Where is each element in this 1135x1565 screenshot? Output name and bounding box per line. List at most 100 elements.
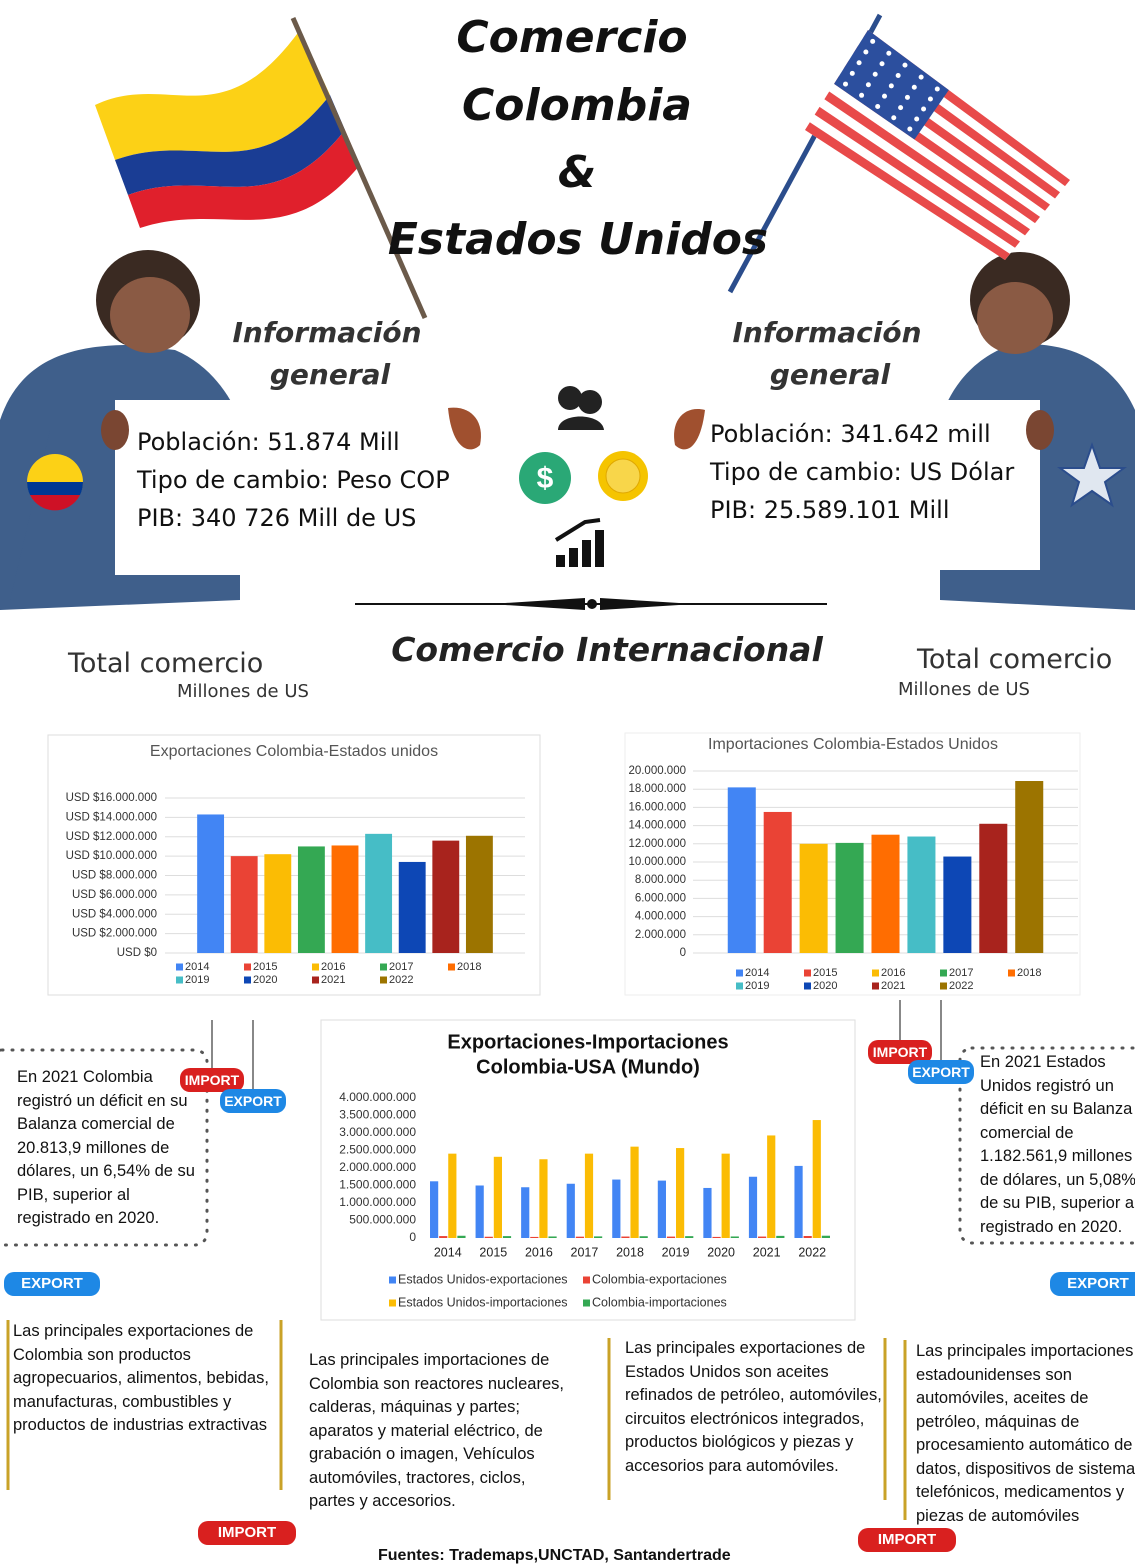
info-line: PIB: 340 726 Mill de US (137, 504, 416, 532)
bar (432, 841, 459, 953)
badge: IMPORT (198, 1521, 296, 1545)
flag-star (863, 50, 868, 55)
legend-swatch (448, 964, 455, 971)
flag-star (843, 82, 848, 87)
decoration (595, 530, 604, 567)
bar (813, 1120, 821, 1238)
bar (466, 836, 493, 953)
flag-star (902, 63, 907, 68)
bar (548, 1236, 556, 1238)
legend-label: 2022 (949, 980, 973, 992)
bar (399, 862, 426, 953)
flag-star (912, 85, 917, 90)
y-tick-label: USD $14.000.000 (66, 811, 157, 823)
description: Las principales importaciones de Colombi… (309, 1349, 565, 1514)
legend-swatch (872, 970, 879, 977)
decoration (556, 555, 565, 567)
title-line: Estados Unidos (328, 214, 828, 265)
section-title: Comercio Internacional (357, 630, 857, 669)
total-unit: Millones de US (177, 681, 309, 702)
legend-label: 2017 (949, 967, 973, 979)
decoration: $ (537, 462, 554, 495)
bar (503, 1236, 511, 1238)
badge: IMPORT (858, 1528, 956, 1552)
x-tick-label: 2021 (753, 1245, 781, 1259)
bar (630, 1147, 638, 1238)
info-line: Población: 51.874 Mill (137, 428, 400, 456)
info-heading: general (180, 358, 480, 391)
x-tick-label: 2020 (707, 1245, 735, 1259)
chart-title: Colombia-USA (Mundo) (476, 1056, 700, 1078)
flag-field (805, 30, 1070, 260)
y-tick-label: 6.000.000 (635, 892, 686, 904)
bar (703, 1188, 711, 1238)
bar (530, 1237, 538, 1238)
flag-star (882, 94, 887, 99)
bar (728, 787, 756, 953)
y-tick-label: 3.000.000.000 (339, 1125, 416, 1139)
decoration (587, 599, 597, 609)
legend-label: 2022 (389, 974, 413, 986)
y-tick-label: USD $12.000.000 (66, 831, 157, 843)
decoration (578, 390, 602, 414)
bar (907, 837, 935, 953)
title-line: Colombia (327, 80, 827, 131)
bar (731, 1236, 739, 1238)
info-heading: general (680, 358, 980, 391)
x-tick-label: 2022 (798, 1245, 826, 1259)
flag-star (907, 126, 912, 131)
y-tick-label: 10.000.000 (628, 856, 686, 868)
total-unit: Millones de US (898, 679, 1030, 700)
bar (749, 1177, 757, 1238)
bar (943, 857, 971, 953)
bar (430, 1181, 438, 1238)
bar (764, 812, 792, 953)
y-tick-label: 12.000.000 (628, 838, 686, 850)
info-line: PIB: 25.589.101 Mill (710, 496, 949, 524)
y-tick-label: USD $6.000.000 (72, 889, 157, 901)
decoration (569, 548, 578, 567)
y-tick-label: 2.000.000.000 (339, 1160, 416, 1174)
us-flag (805, 30, 1070, 260)
x-tick-label: 2015 (479, 1245, 507, 1259)
flag-star (875, 104, 880, 109)
bar (685, 1236, 693, 1238)
description: Las principales importaciones estadounid… (916, 1340, 1135, 1528)
info-line: Tipo de cambio: Peso COP (137, 466, 450, 494)
flag-star (914, 116, 919, 121)
bar (457, 1236, 465, 1238)
decoration (558, 386, 582, 410)
info-line: Tipo de cambio: US Dólar (710, 458, 1014, 486)
legend-swatch (804, 983, 811, 990)
legend-swatch (380, 977, 387, 984)
bar (576, 1237, 584, 1238)
bar (365, 834, 392, 953)
decoration (556, 520, 600, 540)
note: En 2021 Colombia registró un déficit en … (17, 1066, 195, 1231)
legend-label: 2015 (253, 961, 277, 973)
legend-label: 2019 (185, 974, 209, 986)
bar (485, 1237, 493, 1238)
title-line: Comercio (322, 12, 822, 63)
legend-label: 2015 (813, 967, 837, 979)
decoration (558, 417, 604, 431)
bar (800, 844, 828, 953)
bar (332, 845, 359, 953)
legend-label: Estados Unidos-importaciones (398, 1295, 568, 1309)
legend-label: 2021 (321, 974, 345, 986)
legend-swatch (804, 970, 811, 977)
legend-label: 2020 (253, 974, 277, 986)
badge: EXPORT (220, 1089, 286, 1113)
description: Las principales exportaciones de Colombi… (13, 1320, 279, 1438)
legend-swatch (176, 964, 183, 971)
badge: EXPORT (1050, 1272, 1135, 1296)
bar (621, 1237, 629, 1238)
flag-star (896, 73, 901, 78)
y-tick-label: 8.000.000 (635, 874, 686, 886)
chart-title: Exportaciones-Importaciones (447, 1031, 728, 1053)
flag-star (859, 93, 864, 98)
total-title: Total comercio (68, 648, 263, 679)
flag-star (898, 105, 903, 110)
flag-star (866, 82, 871, 87)
flag-star (889, 83, 894, 88)
